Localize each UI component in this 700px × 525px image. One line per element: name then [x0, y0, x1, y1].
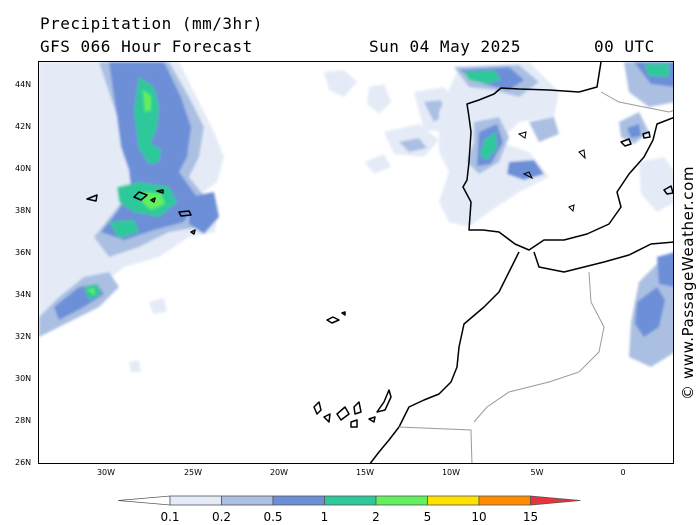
coastline-north-africa: [533, 241, 673, 273]
legend-tick-label: 1: [320, 510, 329, 524]
coastline-africa: [369, 251, 520, 463]
border-france-spain: [600, 91, 673, 113]
lon-label-10w: 10W: [441, 468, 461, 477]
lat-label-42n: 42N: [15, 122, 32, 131]
chart-title: Precipitation (mm/3hr): [40, 14, 263, 33]
coastlines: [86, 62, 673, 463]
precipitation-legend: [118, 495, 581, 506]
legend-swatch-2: [375, 495, 428, 506]
forecast-time: 00 UTC: [594, 37, 655, 56]
legend-swatch-10: [478, 495, 531, 506]
inland-water: [517, 131, 586, 213]
legend-tick-label: 0.1: [160, 510, 180, 524]
credit-watermark: © www.PassageWeather.com: [679, 165, 697, 400]
coastline-iberia: [462, 62, 673, 251]
lat-label-30n: 30N: [15, 374, 32, 383]
precipitation-map: [38, 61, 674, 464]
lat-label-26n: 26N: [15, 458, 32, 467]
precipitation-field: [39, 62, 673, 372]
legend-swatch-0.1: [169, 495, 222, 506]
legend-swatch-above-15: [530, 495, 581, 506]
lon-label-5w: 5W: [530, 468, 544, 477]
legend-swatch-1: [324, 495, 377, 506]
country-borders: [398, 91, 673, 463]
forecast-date: Sun 04 May 2025: [369, 37, 521, 56]
lat-label-28n: 28N: [15, 416, 32, 425]
border-morocco-algeria: [473, 271, 605, 423]
precip-band-nw-atlantic: [39, 62, 224, 337]
islands-balearic: [620, 131, 673, 195]
lat-label-34n: 34N: [15, 290, 32, 299]
model-forecast-label: GFS 066 Hour Forecast: [40, 37, 253, 56]
island-madeira: [326, 316, 340, 324]
islands-azores: [86, 189, 196, 235]
legend-tick-label: 0.5: [263, 510, 283, 524]
precip-band-iberia: [439, 62, 673, 367]
legend-swatch-0.5: [272, 495, 325, 506]
legend-tick-label: 10: [471, 510, 487, 524]
border-western-sahara: [398, 426, 473, 463]
lon-label-25w: 25W: [183, 468, 203, 477]
legend-tick-label: 0.2: [211, 510, 232, 524]
lon-label-30w: 30W: [96, 468, 116, 477]
lat-label-40n: 40N: [15, 164, 32, 173]
legend-swatch-below-0.1: [118, 495, 171, 506]
legend-tick-label: 15: [522, 510, 539, 524]
island-porto-santo: [341, 311, 346, 316]
legend-tick-label: 2: [372, 510, 380, 524]
lat-label-44n: 44N: [15, 80, 32, 89]
precip-scattered-patches: [129, 70, 459, 372]
islands-canary: [313, 389, 392, 428]
lat-label-32n: 32N: [15, 332, 32, 341]
legend-tick-label: 5: [423, 510, 432, 524]
legend-swatch-5: [427, 495, 480, 506]
map-canvas: [39, 62, 673, 463]
legend-swatch-0.2: [221, 495, 274, 506]
lon-label-15w: 15W: [355, 468, 375, 477]
lon-label-0: 0: [620, 468, 626, 477]
lat-label-38n: 38N: [15, 206, 32, 215]
lat-label-36n: 36N: [15, 248, 32, 257]
lon-label-20w: 20W: [269, 468, 289, 477]
